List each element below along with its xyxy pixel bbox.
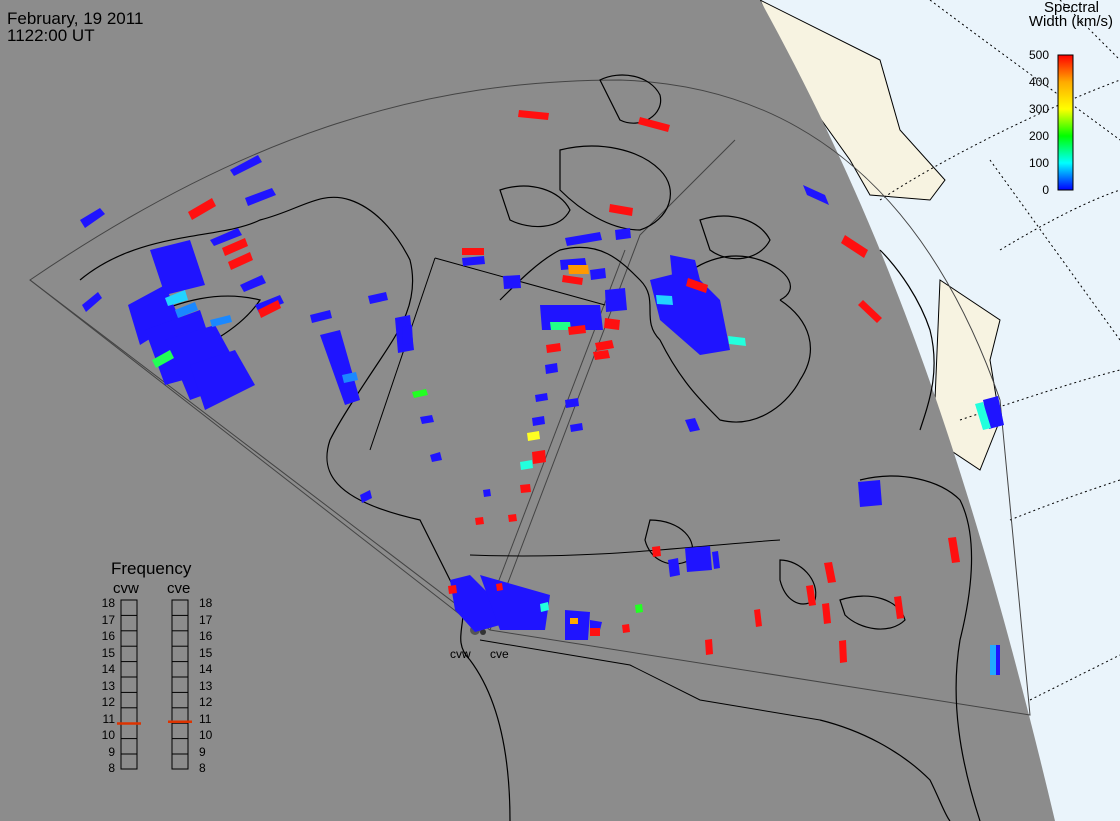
colorbar-tick-label: 400	[1028, 75, 1049, 89]
frequency-scale-label: 16	[101, 629, 115, 643]
frequency-scale-label: 14	[101, 662, 115, 676]
date-label: February, 19 2011	[7, 9, 144, 28]
frequency-scale-label: 10	[199, 728, 213, 742]
field-of-view	[29, 79, 1031, 716]
frequency-scale-label: 17	[101, 612, 115, 627]
night-region	[0, 0, 1055, 821]
frequency-gauges	[117, 599, 192, 770]
radar-label-cve: cve	[490, 647, 509, 661]
frequency-scale-label: 11	[199, 711, 212, 726]
frequency-scale-label: 8	[199, 761, 206, 775]
gauge-cvw	[120, 599, 138, 770]
colorbar	[1057, 54, 1074, 191]
frequency-title: Frequency	[111, 559, 192, 578]
colorbar-tick-label: 0	[1042, 183, 1049, 197]
frequency-scale-label: 12	[199, 695, 213, 709]
frequency-scale-label: 13	[101, 678, 115, 693]
colorbar-tick-label: 300	[1028, 102, 1049, 116]
frequency-scale-label: 16	[199, 629, 213, 643]
colorbar-tick-label: 500	[1028, 48, 1049, 62]
frequency-scale-label: 11	[102, 711, 115, 726]
frequency-scale-label: 15	[199, 645, 213, 660]
frequency-scale-label: 14	[199, 662, 213, 676]
frequency-scale-label: 15	[101, 645, 115, 660]
colorbar-scale	[1057, 54, 1074, 191]
colorbar-title-line2: Width (km/s)	[1028, 13, 1113, 30]
frequency-scale-label: 17	[199, 612, 213, 627]
frequency-scale-label: 13	[199, 678, 213, 693]
colorbar-tick-label: 100	[1028, 156, 1049, 170]
frequency-scale-label: 9	[199, 744, 206, 759]
frequency-scale-label: 9	[108, 744, 115, 759]
frequency-scale-label: 8	[108, 761, 115, 775]
time-label: 1122:00 UT	[7, 26, 95, 45]
frequency-scale-label: 18	[199, 596, 213, 610]
radar-label-cvw: cvw	[450, 647, 471, 661]
coastlines	[79, 74, 981, 821]
gauge-cve	[171, 599, 189, 770]
frequency-scale-label: 18	[101, 596, 115, 610]
frequency-radar-cvw: cvw	[113, 580, 139, 597]
frequency-scale-label: 10	[101, 728, 115, 742]
frequency-radar-cve: cve	[167, 580, 191, 597]
frequency-scale-label: 12	[101, 695, 115, 709]
colorbar-title-line1: Spectral	[1043, 0, 1099, 16]
backscatter-high	[188, 110, 960, 663]
colorbar-tick-label: 200	[1028, 129, 1049, 143]
backscatter-mid	[152, 265, 996, 675]
radar-site-cve	[480, 629, 486, 635]
backscatter-low	[80, 155, 1004, 675]
